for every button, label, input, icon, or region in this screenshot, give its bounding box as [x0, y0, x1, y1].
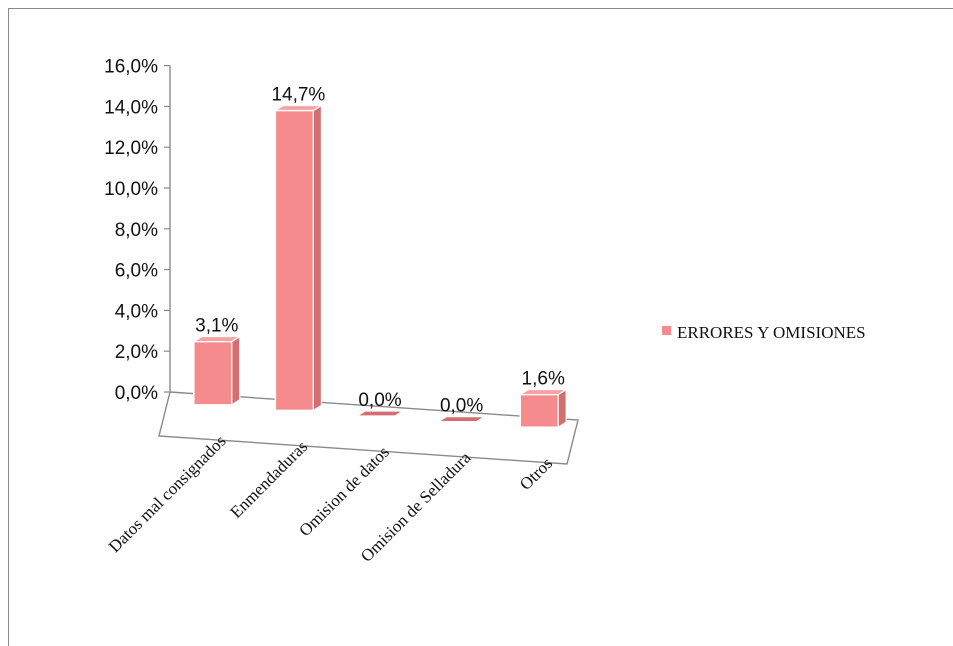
- y-tick-label: 8,0%: [115, 220, 158, 241]
- y-tick-label: 10,0%: [104, 179, 158, 200]
- y-tick-label: 14,0%: [104, 97, 158, 118]
- legend-swatch: [662, 326, 671, 335]
- bar-side-0: [231, 335, 241, 406]
- data-label-3: 0,0%: [440, 396, 483, 417]
- x-tick-label-0: Datos mal consignados: [105, 431, 230, 556]
- data-label-1: 14,7%: [271, 85, 325, 106]
- bar-top-4: [518, 388, 569, 396]
- data-labels: 3,1% 14,7% 0,0% 0,0% 1,6%: [195, 85, 565, 417]
- bar-top-1: [273, 104, 324, 112]
- y-tick-label: 6,0%: [115, 261, 158, 282]
- bar-top-0: [191, 335, 242, 343]
- bar-side-4: [557, 388, 567, 429]
- x-tick-label-4: Otros: [516, 454, 556, 494]
- x-tick-label-2: Omision de datos: [295, 442, 393, 540]
- chart-floor: [158, 391, 579, 465]
- bar-front-4: [519, 393, 559, 428]
- y-axis-ticks: 0,0% 2,0% 4,0% 6,0% 8,0% 10,0% 12,0% 14,0% 16,0%: [104, 57, 170, 404]
- bar-side-1: [312, 104, 322, 412]
- y-tick-label: 0,0%: [115, 383, 158, 404]
- bar-front-0: [193, 340, 233, 406]
- y-tick-label: 4,0%: [115, 301, 158, 322]
- chart-frame: [8, 8, 953, 646]
- bar-top-2: [354, 410, 406, 417]
- bar-front-1: [274, 109, 315, 412]
- x-axis-ticks: Datos mal consignadosEnmendadurasOmision…: [105, 431, 556, 565]
- data-label-2: 0,0%: [358, 390, 401, 411]
- x-tick-label-1: Enmendaduras: [226, 437, 311, 522]
- data-label-4: 1,6%: [522, 369, 565, 390]
- y-tick-label: 16,0%: [104, 57, 158, 78]
- bar-top-3: [436, 416, 487, 423]
- y-tick-label: 2,0%: [115, 342, 158, 363]
- legend: ERRORES Y OMISIONES: [662, 323, 866, 342]
- chart-bars: [191, 104, 569, 429]
- legend-label: ERRORES Y OMISIONES: [677, 323, 866, 342]
- y-tick-label: 12,0%: [104, 138, 158, 159]
- data-label-0: 3,1%: [195, 316, 238, 337]
